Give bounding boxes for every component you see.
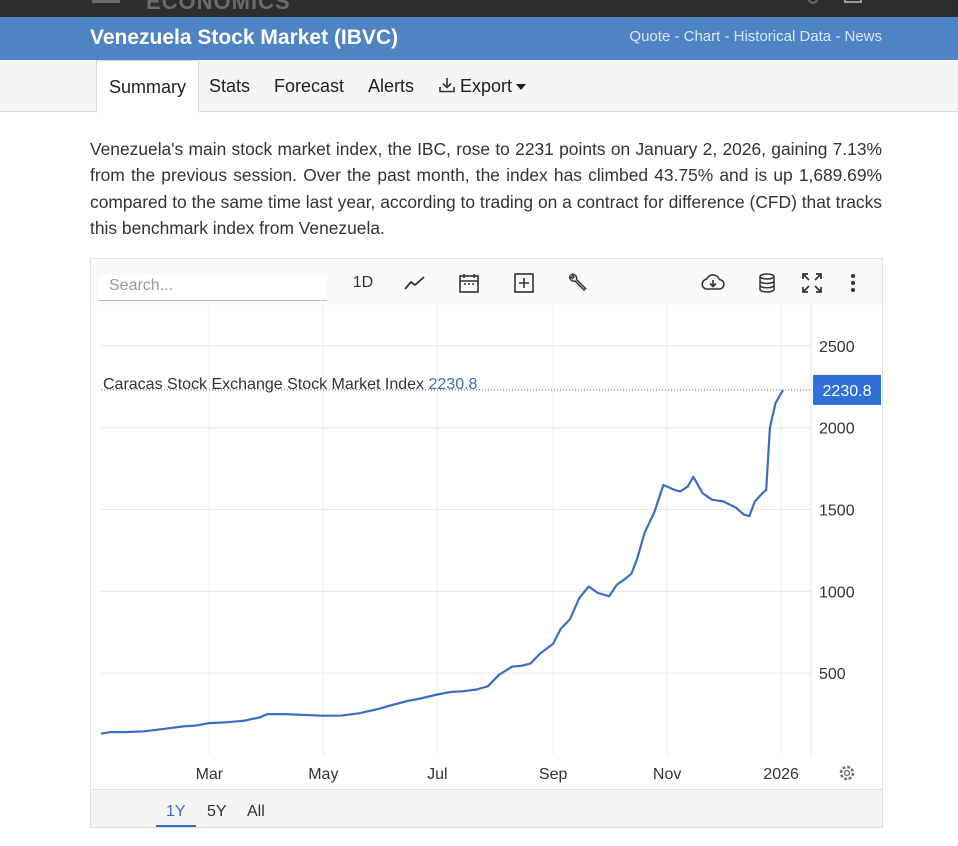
chart-title: Caracas Stock Exchange Stock Market Inde… [103, 376, 425, 393]
site-logo[interactable]: ECONOMICS [146, 0, 291, 14]
calendar-icon[interactable] [455, 269, 483, 297]
range-1y-button[interactable]: 1Y [156, 803, 196, 827]
tab-export[interactable]: Export [426, 60, 538, 112]
page-title: Venezuela Stock Market (IBVC) [90, 26, 399, 49]
user-icon[interactable] [844, 0, 862, 3]
add-indicator-icon[interactable] [510, 269, 538, 297]
tab-forecast[interactable]: Forecast [262, 60, 356, 112]
interval-button[interactable]: 1D [352, 274, 374, 291]
x-tick-label: Mar [196, 766, 224, 783]
y-tick-label: 2500 [819, 339, 855, 356]
tab-label: Summary [109, 77, 187, 97]
last-value-text: 2230.8 [428, 376, 478, 393]
top-bar: ECONOMICS [0, 0, 958, 17]
chevron-down-icon [516, 84, 527, 91]
chart-toolbar: Search... 1D [91, 259, 882, 305]
x-tick-label: Jul [427, 766, 447, 783]
tab-summary[interactable]: Summary [96, 60, 200, 113]
tab-alerts[interactable]: Alerts [356, 60, 426, 112]
tab-label: Forecast [274, 76, 345, 96]
x-tick-label: 2026 [763, 766, 799, 783]
summary-text: Venezuela's main stock market index, the… [90, 139, 882, 238]
cloud-download-icon[interactable] [699, 269, 727, 297]
y-tick-label: 2000 [819, 421, 855, 438]
series-line [100, 389, 784, 735]
y-tick-label: 1000 [819, 584, 855, 601]
chart-type-icon[interactable] [401, 269, 429, 297]
tab-label: Export [460, 76, 513, 96]
tab-stats[interactable]: Stats [197, 60, 262, 112]
line-chart: 500 1000 1500 2000 2500 Mar May Jul Sep Nov 2026 22… [100, 305, 881, 783]
range-bar: 1Y 5Y All [91, 789, 882, 827]
download-icon [438, 62, 456, 114]
search-icon[interactable] [808, 0, 818, 4]
fullscreen-icon[interactable] [798, 269, 826, 297]
series-label: Caracas Stock Exchange Stock Market Inde… [103, 376, 477, 394]
range-all-button[interactable]: All [247, 803, 265, 820]
y-tick-label: 1500 [819, 503, 855, 520]
title-bar: Venezuela Stock Market (IBVC) Quote - Ch… [0, 17, 958, 60]
range-5y-button[interactable]: 5Y [207, 803, 227, 820]
last-value-badge-label: 2230.8 [823, 383, 872, 400]
tabs-bar: Summary Stats Forecast Alerts Export [0, 60, 958, 113]
more-options-icon[interactable] [839, 269, 867, 297]
wrench-icon[interactable] [563, 269, 591, 297]
menu-icon[interactable] [92, 0, 120, 3]
last-value-badge [813, 374, 881, 405]
tab-label: Alerts [368, 76, 415, 96]
tab-label: Stats [209, 76, 251, 96]
x-tick-label: Nov [653, 766, 681, 783]
search-input[interactable]: Search... [98, 275, 327, 301]
database-icon[interactable] [753, 269, 781, 297]
chart-card: Search... 1D 500 1000 1500 2000 2500 Mar May Ju… [90, 258, 883, 828]
page-links[interactable]: Quote - Chart - Historical Data - News [629, 28, 882, 45]
y-tick-label: 500 [819, 666, 846, 683]
x-tick-label: May [308, 766, 338, 783]
gear-icon[interactable] [839, 765, 855, 781]
x-tick-label: Sep [539, 766, 568, 783]
chart-area: 500 1000 1500 2000 2500 Mar May Jul Sep Nov 2026 22… [91, 305, 882, 789]
